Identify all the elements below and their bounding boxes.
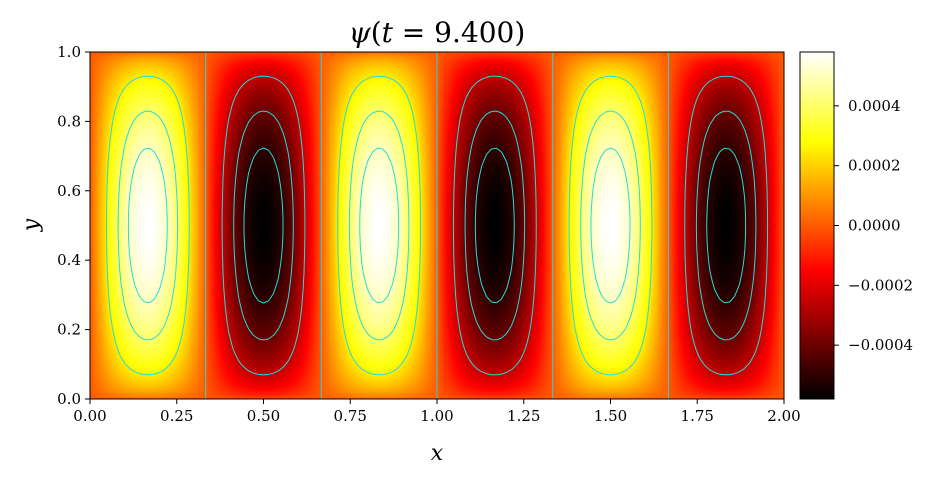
y-tick-label: 0.2 <box>57 321 81 339</box>
colorbar-tick-label: 0.0004 <box>848 97 901 115</box>
y-tick-label: 0.6 <box>57 182 81 200</box>
colorbar-axis: −0.0004 −0.0002 0.0000 0.0002 0.0004 <box>834 97 913 354</box>
x-tick-label: 1.50 <box>594 407 627 425</box>
contour-line-3 <box>205 52 669 399</box>
x-tick-label: 0.25 <box>160 407 193 425</box>
y-axis: 0.0 0.2 0.4 0.6 0.8 1.0 <box>57 43 90 408</box>
title-open: ( <box>371 16 382 49</box>
y-axis-label: y <box>19 218 44 232</box>
contour-line-2 <box>221 75 769 376</box>
y-tick-label: 1.0 <box>57 43 81 61</box>
x-tick-label: 0.75 <box>334 407 367 425</box>
x-axis: 0.00 0.25 0.50 0.75 1.00 1.25 1.50 1.75 2.00 <box>73 399 801 425</box>
contour-line-4 <box>105 75 653 376</box>
contour-line-0 <box>243 147 747 304</box>
colorbar-tick-label: 0.0000 <box>848 217 901 235</box>
contour-line-6 <box>127 147 631 304</box>
x-tick-label: 1.75 <box>681 407 714 425</box>
x-tick-label: 2.00 <box>767 407 800 425</box>
colorbar-gradient <box>800 52 834 399</box>
x-tick-label: 1.00 <box>420 407 453 425</box>
contour-line-5 <box>117 110 641 341</box>
colorbar-tick-label: −0.0002 <box>848 276 913 294</box>
x-tick-label: 0.00 <box>73 407 106 425</box>
title-rest: = 9.400) <box>393 16 525 49</box>
chart-title: ψ(t = 9.400) <box>349 16 526 49</box>
colorbar-tick-label: 0.0002 <box>848 157 901 175</box>
contour-layer <box>105 52 769 399</box>
y-tick-label: 0.8 <box>57 112 81 130</box>
contour-line-1 <box>233 110 757 341</box>
x-tick-label: 0.50 <box>247 407 280 425</box>
title-symbol: ψ <box>349 16 372 49</box>
x-tick-label: 1.25 <box>507 407 540 425</box>
x-axis-label: x <box>431 441 444 466</box>
y-tick-label: 0.4 <box>57 251 81 269</box>
title-var: t <box>382 16 394 49</box>
plot-area <box>90 52 784 399</box>
colorbar-tick-label: −0.0004 <box>848 336 913 354</box>
y-tick-label: 0.0 <box>57 390 81 408</box>
